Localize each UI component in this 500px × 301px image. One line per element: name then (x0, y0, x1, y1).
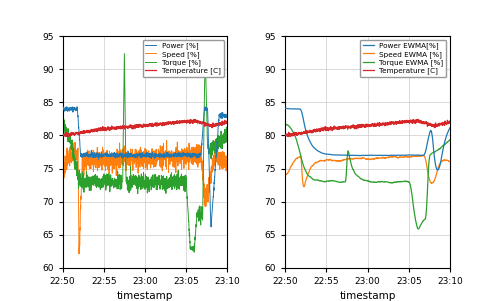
Torque EWMA [%] (354, 173, 360, 177)
Torque [%] (88, 182, 94, 186)
Power EWMA[%] (372, 154, 378, 157)
Power [%] (208, 225, 214, 229)
Torque EWMA [%] (284, 123, 290, 126)
Torque [%] (131, 183, 137, 186)
Line: Temperature [C]: Temperature [C] (62, 119, 228, 137)
Torque EWMA [%] (369, 180, 375, 184)
Torque [%] (82, 176, 87, 180)
Speed [%] (146, 155, 152, 159)
Power EWMA[%] (369, 154, 375, 157)
Temperature [C] (60, 133, 66, 137)
Speed EWMA [%] (372, 157, 378, 160)
Speed EWMA [%] (301, 185, 307, 188)
Power [%] (150, 154, 156, 157)
Torque [%] (115, 180, 121, 184)
Speed EWMA [%] (282, 173, 288, 176)
Speed [%] (88, 156, 94, 160)
Torque EWMA [%] (304, 172, 310, 175)
Power EWMA[%] (447, 126, 453, 129)
Speed EWMA [%] (369, 157, 375, 161)
Power EWMA[%] (354, 154, 360, 157)
Line: Power EWMA[%]: Power EWMA[%] (285, 108, 450, 170)
Torque EWMA [%] (372, 180, 378, 184)
Torque EWMA [%] (416, 227, 422, 231)
Legend: Power EWMA[%], Speed EWMA [%], Torque EWMA [%], Temperature [C]: Power EWMA[%], Speed EWMA [%], Torque EW… (360, 40, 446, 77)
Line: Torque [%]: Torque [%] (62, 51, 228, 252)
Temperature [C] (62, 135, 68, 138)
Speed [%] (164, 139, 170, 142)
Torque EWMA [%] (447, 138, 453, 141)
Speed [%] (115, 163, 121, 167)
Power [%] (74, 105, 80, 109)
Speed [%] (60, 173, 66, 176)
Torque EWMA [%] (338, 181, 344, 184)
Power EWMA[%] (304, 133, 310, 137)
Temperature [C] (82, 131, 87, 134)
Power [%] (131, 153, 137, 157)
Temperature [C] (146, 123, 152, 127)
X-axis label: timestamp: timestamp (340, 291, 396, 301)
Speed [%] (131, 159, 137, 162)
Speed EWMA [%] (304, 175, 310, 178)
Power [%] (224, 112, 230, 116)
Power [%] (88, 152, 94, 156)
Torque [%] (146, 190, 152, 194)
Torque [%] (224, 135, 230, 138)
Temperature [C] (372, 123, 378, 127)
Power [%] (146, 152, 152, 155)
Temperature [C] (286, 135, 292, 138)
Torque [%] (60, 123, 66, 127)
Temperature [C] (415, 118, 421, 121)
Speed [%] (76, 252, 82, 256)
Temperature [C] (304, 131, 310, 134)
Speed EWMA [%] (354, 157, 360, 160)
Torque [%] (202, 49, 208, 52)
Power EWMA[%] (310, 145, 316, 148)
Torque [%] (150, 183, 156, 187)
Speed [%] (224, 160, 230, 163)
Power EWMA[%] (282, 107, 288, 110)
Line: Temperature [C]: Temperature [C] (285, 119, 450, 137)
Power EWMA[%] (338, 153, 344, 157)
Power [%] (115, 153, 121, 157)
Temperature [C] (282, 133, 288, 137)
Temperature [C] (224, 120, 230, 123)
Power EWMA[%] (282, 107, 288, 110)
Line: Torque EWMA [%]: Torque EWMA [%] (285, 125, 450, 229)
Temperature [C] (354, 125, 360, 129)
Temperature [C] (369, 123, 375, 127)
Power [%] (60, 107, 66, 110)
Speed EWMA [%] (447, 160, 453, 164)
Torque EWMA [%] (282, 123, 288, 127)
Power [%] (82, 155, 87, 158)
Power EWMA[%] (434, 168, 440, 172)
Line: Power [%]: Power [%] (62, 107, 228, 227)
Temperature [C] (150, 123, 156, 127)
Line: Speed EWMA [%]: Speed EWMA [%] (285, 155, 450, 187)
Speed EWMA [%] (310, 163, 316, 167)
Temperature [C] (115, 127, 121, 130)
Torque [%] (191, 250, 197, 254)
Speed EWMA [%] (420, 154, 426, 157)
Torque EWMA [%] (310, 178, 316, 181)
Temperature [C] (310, 131, 316, 134)
X-axis label: timestamp: timestamp (117, 291, 173, 301)
Line: Speed [%]: Speed [%] (62, 141, 228, 254)
Temperature [C] (192, 118, 198, 121)
Speed [%] (82, 160, 87, 164)
Speed [%] (150, 149, 156, 152)
Speed EWMA [%] (338, 159, 344, 163)
Temperature [C] (338, 127, 344, 130)
Legend: Power [%], Speed [%], Torque [%], Temperature [C]: Power [%], Speed [%], Torque [%], Temper… (142, 40, 224, 77)
Temperature [C] (131, 125, 137, 129)
Temperature [C] (88, 131, 94, 134)
Temperature [C] (447, 120, 453, 123)
